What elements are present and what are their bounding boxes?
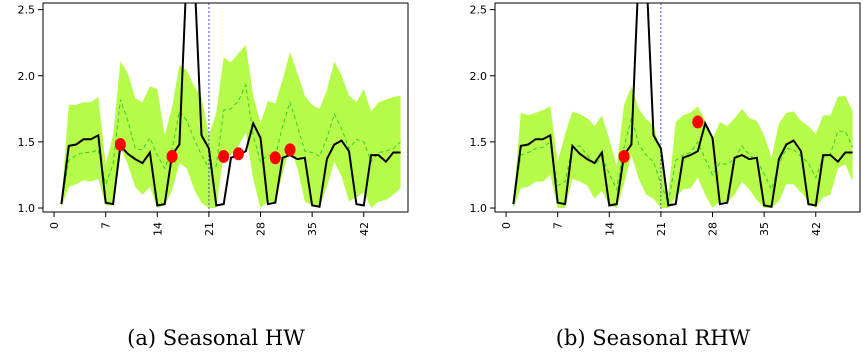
observed-line bbox=[512, 3, 853, 208]
panel-seasonal-rhw: 1.0 1.5 2.0 2.5 0 7 14 21 28 35 42 bbox=[470, 2, 861, 236]
prediction-band bbox=[61, 45, 401, 208]
panel-seasonal-hw: 1.0 1.5 2.0 2.5 0 7 14 21 28 35 42 bbox=[18, 2, 409, 236]
y-tick-label: 1.0 bbox=[470, 202, 488, 215]
x-tick-label: 42 bbox=[358, 222, 371, 236]
plot-frame bbox=[42, 2, 409, 213]
outlier-point bbox=[232, 147, 244, 161]
x-tick-label: 7 bbox=[552, 222, 565, 229]
x-tick-label: 7 bbox=[100, 222, 113, 229]
observed-line bbox=[60, 3, 401, 208]
outlier-point bbox=[166, 149, 178, 163]
x-tick-label: 14 bbox=[151, 222, 164, 236]
caption-a: (a) Seasonal HW bbox=[127, 326, 305, 350]
forecast-line bbox=[512, 116, 854, 205]
x-tick-label: 35 bbox=[306, 222, 319, 236]
x-tick-label: 28 bbox=[255, 222, 268, 236]
x-tick-label: 28 bbox=[707, 222, 720, 236]
x-tick-label: 0 bbox=[48, 222, 61, 229]
y-tick-label: 1.5 bbox=[18, 136, 36, 149]
plot-area bbox=[512, 3, 854, 212]
plot-frame bbox=[494, 2, 861, 213]
outlier-point bbox=[692, 115, 704, 129]
y-tick-label: 2.0 bbox=[18, 70, 36, 83]
forecast-line bbox=[60, 83, 401, 205]
x-tick-label: 35 bbox=[758, 222, 771, 236]
x-tick-label: 21 bbox=[655, 222, 668, 236]
outlier-point bbox=[618, 149, 630, 163]
plot-area bbox=[60, 3, 401, 212]
y-tick-label: 2.5 bbox=[470, 4, 488, 17]
caption-b: (b) Seasonal RHW bbox=[556, 326, 751, 350]
y-tick-label: 2.5 bbox=[18, 4, 36, 17]
outlier-point bbox=[284, 143, 296, 157]
outlier-point bbox=[218, 149, 230, 163]
x-tick-label: 14 bbox=[603, 222, 616, 236]
outlier-point bbox=[269, 151, 281, 165]
y-tick-label: 2.0 bbox=[470, 70, 488, 83]
y-tick-label: 1.5 bbox=[470, 136, 488, 149]
x-tick-label: 42 bbox=[810, 222, 823, 236]
x-tick-label: 21 bbox=[203, 222, 216, 236]
prediction-band bbox=[513, 86, 853, 208]
y-tick-label: 1.0 bbox=[18, 202, 36, 215]
outlier-point bbox=[114, 138, 126, 152]
x-tick-label: 0 bbox=[500, 222, 513, 229]
